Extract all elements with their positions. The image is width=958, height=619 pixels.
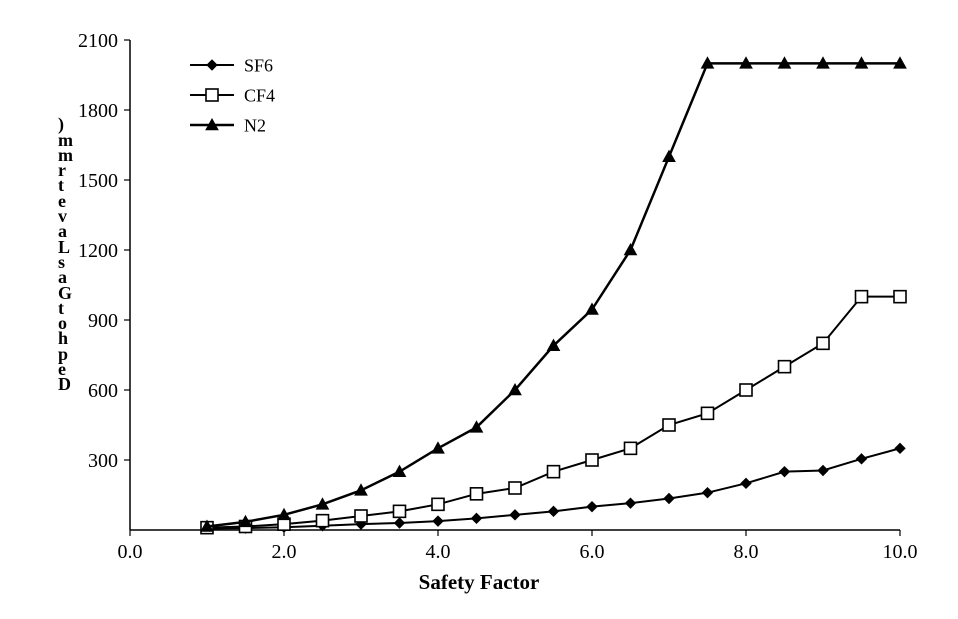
chart-svg: 0.0 2.0 4.0 6.0 8.0 10.0 300 600 900 1200 1500 1800…: [0, 0, 958, 619]
marker-square: [509, 482, 521, 494]
marker-triangle: [432, 442, 444, 453]
marker-triangle: [355, 484, 367, 495]
marker-diamond: [741, 478, 751, 488]
marker-triangle: [663, 151, 675, 162]
marker-square: [817, 337, 829, 349]
y-tick-label: 900: [88, 310, 118, 332]
marker-diamond: [433, 516, 443, 526]
marker-square: [206, 89, 218, 101]
marker-diamond: [818, 466, 828, 476]
marker-square: [625, 442, 637, 454]
y-tick-label: 2100: [78, 30, 118, 52]
marker-square: [394, 505, 406, 517]
marker-square: [432, 498, 444, 510]
chart-container: { "chart": { "type": "line", "background…: [0, 0, 958, 619]
marker-diamond: [895, 443, 905, 453]
marker-diamond: [472, 513, 482, 523]
x-tick-label: 0.0: [118, 541, 143, 563]
x-tick-label: 2.0: [272, 541, 297, 563]
marker-diamond: [780, 467, 790, 477]
legend-label: CF4: [244, 85, 275, 105]
marker-square: [355, 510, 367, 522]
y-axis-label-char: D: [58, 377, 71, 392]
y-tick-label: 600: [88, 380, 118, 402]
x-tick-label: 6.0: [580, 541, 605, 563]
legend-label: N2: [244, 115, 266, 135]
marker-diamond: [857, 454, 867, 464]
series-N2: [201, 57, 906, 531]
marker-diamond: [549, 506, 559, 516]
marker-triangle: [394, 466, 406, 477]
marker-square: [779, 361, 791, 373]
y-tick-label: 1200: [78, 240, 118, 262]
legend-label: SF6: [244, 55, 273, 75]
marker-square: [317, 515, 329, 527]
marker-diamond: [703, 488, 713, 498]
x-tick-label: 10.0: [883, 541, 918, 563]
marker-diamond: [395, 518, 405, 528]
series-CF4: [201, 291, 906, 534]
y-tick-label: 1800: [78, 100, 118, 122]
marker-diamond: [587, 502, 597, 512]
x-axis-label: Safety Factor: [0, 570, 958, 595]
marker-square: [856, 291, 868, 303]
y-axis-label: )mmrtevaLsaGtohpeD: [58, 117, 73, 392]
marker-square: [740, 384, 752, 396]
series-line: [207, 63, 900, 526]
x-tick-label: 4.0: [426, 541, 451, 563]
series-line: [207, 297, 900, 528]
marker-diamond: [510, 510, 520, 520]
marker-square: [894, 291, 906, 303]
legend: SF6 CF4 N2: [190, 55, 275, 135]
series-SF6: [202, 443, 905, 533]
marker-square: [702, 407, 714, 419]
x-tick-label: 8.0: [734, 541, 759, 563]
marker-triangle: [625, 244, 637, 255]
y-tick-label: 1500: [78, 170, 118, 192]
marker-square: [663, 419, 675, 431]
marker-square: [548, 466, 560, 478]
marker-diamond: [664, 494, 674, 504]
marker-square: [586, 454, 598, 466]
marker-diamond: [626, 498, 636, 508]
y-tick-label: 300: [88, 450, 118, 472]
marker-square: [471, 488, 483, 500]
marker-diamond: [207, 60, 217, 70]
